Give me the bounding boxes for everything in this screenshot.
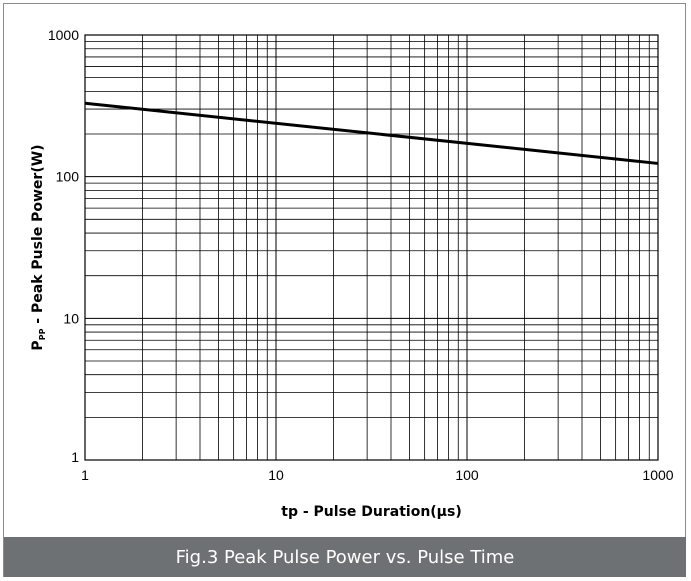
grid-lines bbox=[84, 35, 658, 461]
series-line bbox=[84, 101, 659, 165]
plot-area-border bbox=[84, 34, 659, 461]
x-tick-label: 10 bbox=[268, 467, 284, 483]
x-tick-label: 1000 bbox=[642, 467, 673, 483]
x-axis-title: tp - Pulse Duration(μs) bbox=[281, 504, 461, 520]
caption-bar: Fig.3 Peak Pulse Power vs. Pulse Time bbox=[4, 537, 686, 577]
y-tick-label: 1 bbox=[71, 449, 79, 465]
y-tick-label: 100 bbox=[56, 169, 80, 185]
y-axis-title-subscript: PP bbox=[38, 328, 47, 340]
y-axis-title: PPP - Peak Pusle Power(W) bbox=[30, 144, 47, 350]
figure-caption: Fig.3 Peak Pulse Power vs. Pulse Time bbox=[175, 546, 515, 568]
y-axis-title-text: - Peak Pusle Power(W) bbox=[30, 144, 46, 328]
y-axis-title-symbol: P bbox=[30, 340, 46, 350]
x-tick-label: 1 bbox=[81, 467, 89, 483]
x-tick-label: 100 bbox=[455, 467, 479, 483]
y-tick-label: 10 bbox=[63, 310, 79, 326]
y-tick-label: 1000 bbox=[48, 27, 79, 43]
